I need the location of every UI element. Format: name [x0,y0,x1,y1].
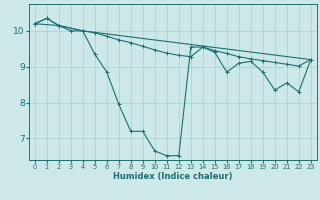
X-axis label: Humidex (Indice chaleur): Humidex (Indice chaleur) [113,172,233,181]
